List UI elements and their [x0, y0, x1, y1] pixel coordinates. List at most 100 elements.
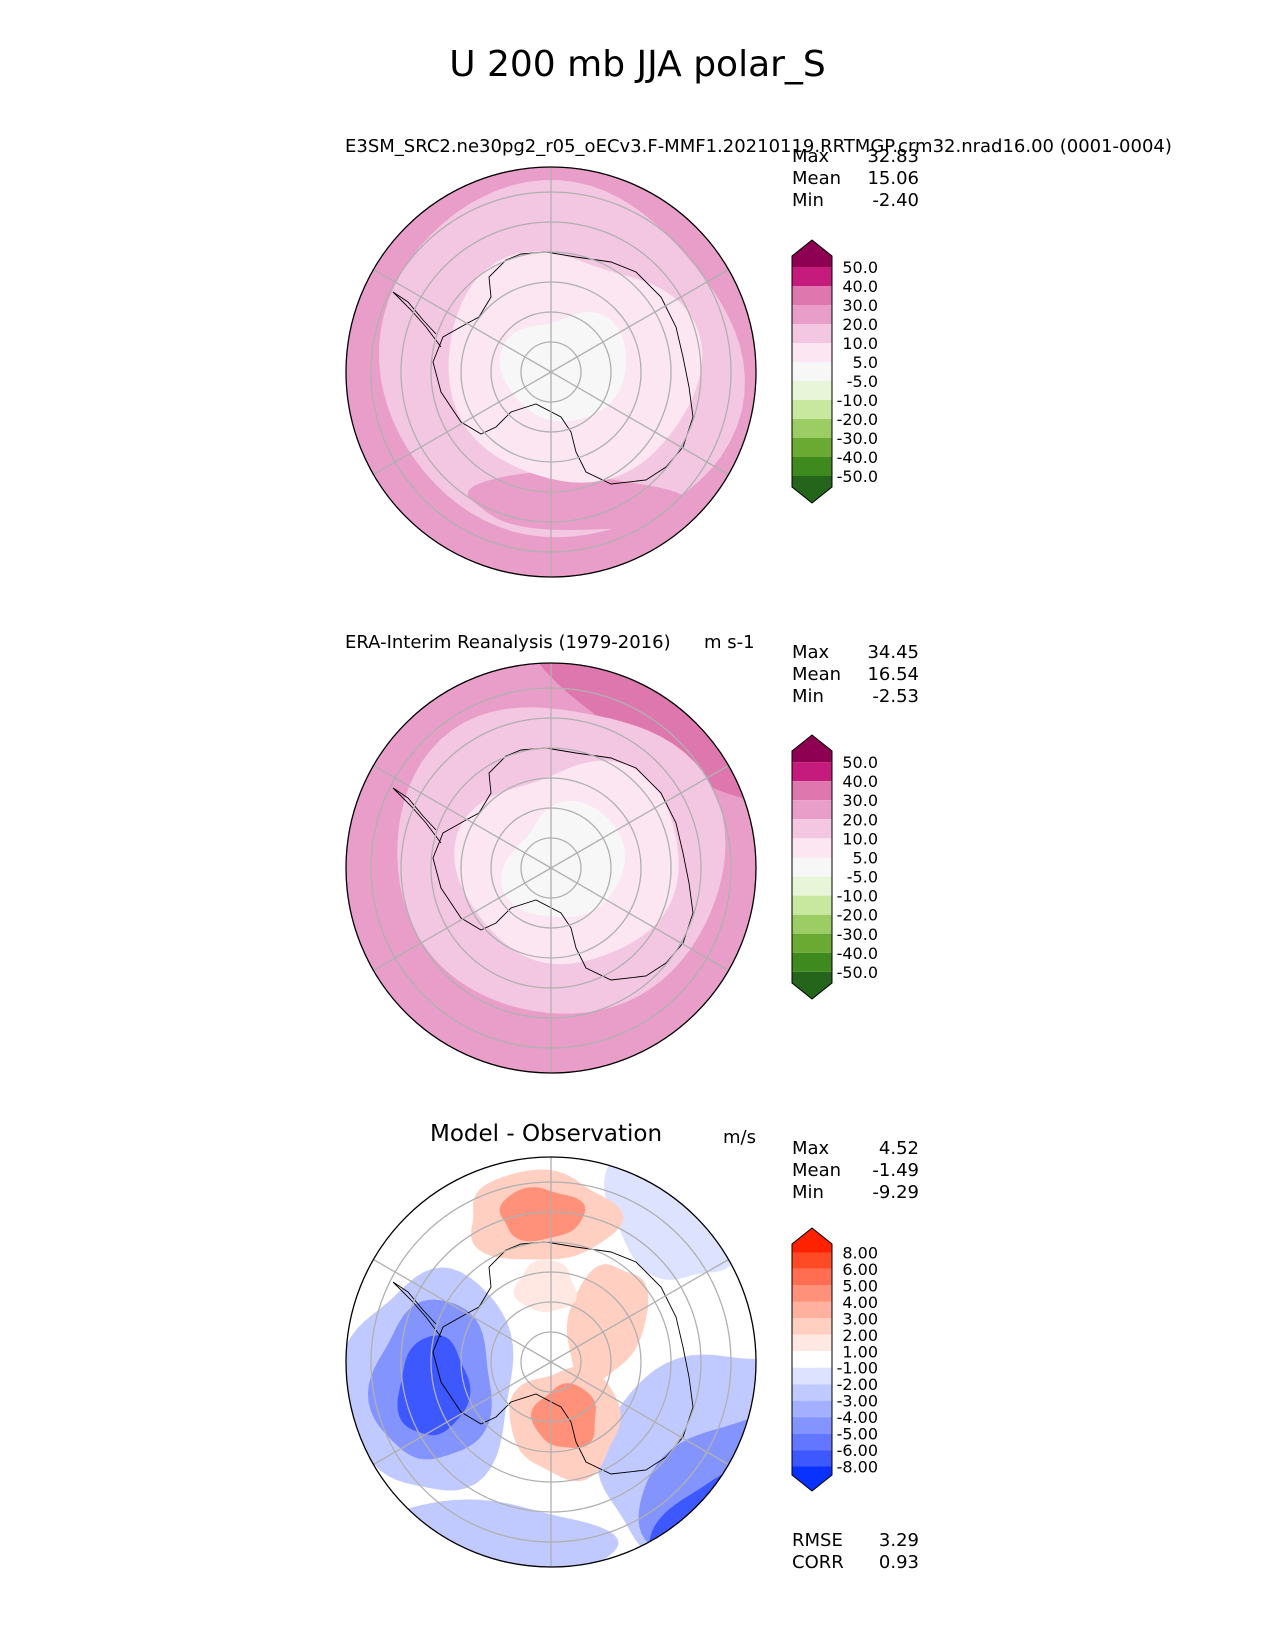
panel-2-mean-label: Mean [792, 664, 842, 685]
colorbar-tick-label: -10.0 [837, 391, 878, 410]
meridian-line-2 [550, 268, 729, 373]
colorbar-segment [792, 971, 832, 999]
panel-2-mean-value: 16.54 [867, 664, 919, 685]
panel-2-title: ERA-Interim Reanalysis (1979-2016) [345, 632, 671, 653]
coastline-peninsula [392, 1281, 442, 1338]
meridian-line-6 [373, 268, 552, 373]
colorbar-tick-label: 3.00 [842, 1309, 878, 1328]
panel-2-max-label: Max [792, 642, 830, 663]
colorbar-tick-label: -3.00 [837, 1392, 878, 1411]
colorbar-tick-label: 10.0 [842, 334, 878, 353]
colorbar-tick-label: -20.0 [837, 906, 878, 925]
colorbar-tick-label: 20.0 [842, 810, 878, 829]
colorbar-segment [792, 914, 832, 934]
panel-2-min-label: Min [792, 686, 824, 707]
colorbar-tick-label: 5.00 [842, 1276, 878, 1295]
coastline-peninsula [392, 291, 442, 348]
field-band-20-30-south [467, 472, 690, 530]
colorbar-tick-label: -50.0 [837, 963, 878, 982]
colorbar-tick-label: -5.00 [837, 1425, 878, 1444]
colorbar-segment [792, 762, 832, 782]
panel-3-map [345, 1156, 757, 1568]
meridian-line-5 [373, 867, 552, 972]
panel-3-mean-label: Mean [792, 1160, 842, 1181]
colorbar-segment [792, 1301, 832, 1319]
colorbar-tick-label: -40.0 [837, 944, 878, 963]
panel-1-field [346, 167, 756, 577]
colorbar-tick-label: 8.00 [842, 1243, 878, 1262]
panel-3-title: Model - Observation [430, 1121, 663, 1147]
colorbar-tick-label: 40.0 [842, 772, 878, 791]
colorbar-segment [792, 895, 832, 915]
colorbar-tick-label: -20.0 [837, 410, 878, 429]
meridian-line-3 [550, 867, 729, 972]
colorbar-tick-label: 2.00 [842, 1326, 878, 1345]
colorbar-tick-label: -30.0 [837, 925, 878, 944]
panel-2-map [345, 662, 757, 1074]
panel-3-mean-value: -1.49 [872, 1160, 919, 1181]
colorbar-segment [792, 952, 832, 972]
colorbar-segment [792, 857, 832, 877]
colorbar-tick-label: -4.00 [837, 1408, 878, 1427]
colorbar-segment [792, 1367, 832, 1385]
colorbar-tick-label: -1.00 [837, 1359, 878, 1378]
colorbar-segment [792, 1384, 832, 1401]
colorbar-tick-label: 50.0 [842, 753, 878, 772]
colorbar-tick-label: 30.0 [842, 791, 878, 810]
colorbar-outline [791, 239, 833, 504]
colorbar-segment [792, 1450, 832, 1467]
rmse-value: 3.29 [878, 1530, 919, 1551]
panel-3-max-value: 4.52 [878, 1138, 919, 1159]
panel-1-mean-value: 15.06 [867, 168, 919, 189]
colorbar-segment [792, 1351, 832, 1368]
corr-label: CORR [792, 1552, 844, 1573]
colorbar-tick-label: 20.0 [842, 315, 878, 334]
colorbar-segment [792, 933, 832, 953]
colorbar-tick-label: 1.00 [842, 1342, 878, 1361]
panel-3-min-value: -9.29 [872, 1182, 919, 1203]
panel-1-max-value: 32.83 [867, 146, 919, 167]
colorbar-segment [792, 457, 832, 476]
colorbar-segment [792, 800, 832, 820]
meridian-line-5 [373, 1361, 552, 1466]
colorbar-tick-label: -5.0 [847, 372, 878, 391]
colorbar-segment [792, 438, 832, 457]
colorbar-segment [792, 838, 832, 858]
meridian-line-2 [550, 1258, 729, 1363]
colorbar-tick-label: -30.0 [837, 429, 878, 448]
colorbar-segment [792, 362, 832, 381]
map-boundary [345, 1156, 757, 1568]
panel-2-units: m s-1 [704, 632, 755, 653]
panel-3-field [346, 1157, 756, 1567]
figure-title: U 200 mb JJA polar_S [449, 44, 826, 85]
map-boundary [345, 662, 757, 1074]
field-pos-north-2 [499, 1187, 586, 1242]
colorbar-segment [792, 267, 832, 286]
panel-2-max-value: 34.45 [867, 642, 919, 663]
panel-3-max-label: Max [792, 1138, 830, 1159]
colorbar-tick-label: -10.0 [837, 887, 878, 906]
meridian-line-6 [373, 1258, 552, 1363]
meridian-line-5 [373, 371, 552, 476]
colorbar-tick-label: -6.00 [837, 1441, 878, 1460]
colorbar-segment [792, 1334, 832, 1352]
field-band-neg5-5 [501, 800, 625, 918]
colorbar-tick-label: 5.0 [853, 848, 878, 867]
colorbar-tick-label: 5.0 [853, 353, 878, 372]
colorbar-tick-label: -50.0 [837, 467, 878, 486]
colorbar-segment [792, 1400, 832, 1418]
colorbar-outline [791, 734, 833, 1000]
colorbar-segment [792, 735, 832, 763]
panel-2-colorbar: 50.040.030.020.010.05.0-5.0-10.0-20.0-30… [791, 734, 878, 1000]
panel-2-min-value: -2.53 [872, 686, 919, 707]
colorbar-segment [792, 286, 832, 305]
colorbar-segment [792, 419, 832, 438]
colorbar-segment [792, 1318, 832, 1335]
colorbar-tick-label: -8.00 [837, 1458, 878, 1477]
panel-3-units: m/s [723, 1127, 756, 1148]
colorbar-tick-label: 50.0 [842, 258, 878, 277]
map-boundary [345, 166, 757, 578]
panel-3-colorbar: 8.006.005.004.003.002.001.00-1.00-2.00-3… [791, 1227, 878, 1492]
colorbar-segment [792, 781, 832, 801]
colorbar-tick-label: -5.0 [847, 868, 878, 887]
